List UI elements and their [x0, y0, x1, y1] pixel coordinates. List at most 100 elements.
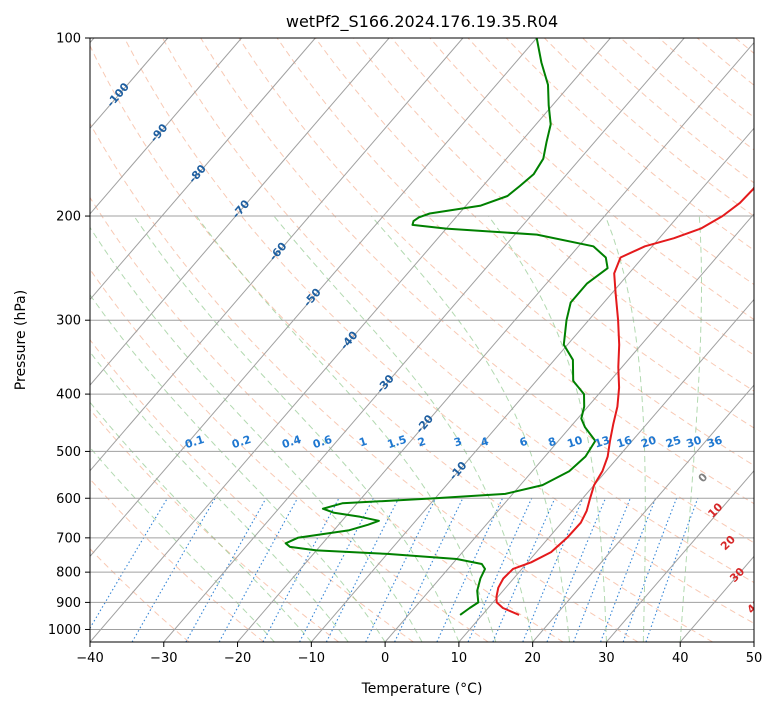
mixing-ratio-line [546, 498, 607, 642]
adiabat-label: 40 [745, 596, 765, 616]
isotherm-line [532, 384, 754, 642]
dry-adiabat [123, 38, 754, 624]
x-tick-label: −10 [298, 651, 325, 666]
dry-adiabat [90, 122, 639, 642]
y-axis: 100 200 300 400 500 600 700 800 900 1000 [48, 32, 90, 638]
x-tick-label: −30 [150, 651, 177, 666]
mixing-ratio-label: 4 [479, 435, 491, 450]
mixing-ratio-line [645, 498, 699, 642]
x-tick-label: −20 [224, 651, 251, 666]
mixing-ratio-label: 0.4 [280, 433, 303, 451]
dry-adiabat [162, 38, 754, 584]
mixing-ratio-line [365, 498, 437, 642]
mixing-ratio-label: 8 [546, 435, 557, 450]
background-lines [90, 38, 754, 642]
x-tick-label: −40 [76, 651, 103, 666]
isotherm-line [90, 38, 464, 472]
x-axis-title: Temperature (°C) [361, 681, 483, 697]
y-tick-label: 400 [56, 388, 81, 403]
dry-adiabat [90, 268, 489, 642]
dewpoint-profile [284, 38, 609, 616]
isotherm-line [237, 41, 754, 642]
moist-adiabat [679, 215, 702, 642]
moist-adiabat [195, 215, 497, 642]
moist-adiabat [90, 446, 275, 642]
mixing-ratio-label: 25 [664, 434, 683, 451]
y-tick-label: 500 [56, 445, 81, 460]
mixing-ratio-line [467, 498, 533, 642]
mixing-ratio-line [218, 498, 298, 642]
mixing-ratio-line [522, 498, 584, 642]
y-tick-label: 200 [56, 210, 81, 225]
y-tick-label: 1000 [48, 623, 81, 638]
dry-adiabat [391, 38, 754, 356]
mixing-ratio-label: 6 [518, 435, 530, 450]
dry-adiabat [353, 38, 754, 392]
dry-adiabat [238, 38, 754, 505]
y-tick-label: 700 [56, 531, 81, 546]
mixing-ratio-label: 20 [639, 433, 658, 450]
mixing-ratio-label: 10 [566, 433, 585, 450]
mixing-ratio-line [299, 498, 374, 642]
isotherm-line [384, 213, 754, 642]
isotherm-line [606, 469, 754, 642]
mixing-ratio-label: 36 [705, 433, 724, 450]
temperature-profile [495, 185, 754, 616]
moist-adiabat [90, 293, 386, 642]
mixing-ratio-label: 0.6 [311, 433, 334, 451]
mixing-ratio-line [622, 498, 678, 642]
mixing-ratio-label: 1 [357, 435, 368, 450]
mixing-ratio-label: 16 [615, 433, 634, 450]
x-tick-label: 50 [746, 651, 763, 666]
x-tick-label: 40 [672, 651, 689, 666]
mixing-ratio-line [262, 498, 340, 642]
mixing-ratio-line [436, 498, 503, 642]
dry-adiabat [90, 548, 190, 642]
isotherm-line [90, 38, 611, 642]
isotherm-line [90, 38, 538, 558]
x-tick-label: 20 [524, 651, 541, 666]
mixing-ratio-line [492, 498, 556, 642]
mixing-ratio-line [394, 498, 464, 642]
mixing-ratio-line [572, 498, 631, 642]
isotherm-line [90, 38, 242, 215]
y-tick-label: 800 [56, 566, 81, 581]
dry-adiabat [276, 38, 754, 467]
moist-adiabat [488, 215, 607, 642]
x-axis: −40 −30 −20 −10 0 10 20 30 40 50 [76, 642, 762, 666]
dry-adiabat [314, 38, 754, 429]
mixing-ratio-label: 3 [452, 435, 463, 450]
mixing-ratio-label: 30 [685, 433, 704, 450]
isotherm-line [90, 38, 316, 301]
x-tick-label: 0 [381, 651, 389, 666]
y-tick-label: 300 [56, 314, 81, 329]
mixing-ratio-label: 0.2 [230, 433, 253, 451]
x-tick-label: 30 [598, 651, 615, 666]
mixing-ratio-line [600, 498, 657, 642]
isotherm-line [163, 38, 685, 642]
isotherm-line [310, 127, 754, 642]
moist-adiabat [273, 215, 534, 642]
mixing-ratio-label: 1.5 [386, 433, 409, 451]
mixing-ratio-line [90, 498, 168, 630]
y-tick-label: 900 [56, 596, 81, 611]
y-tick-label: 600 [56, 492, 81, 507]
mixing-ratio-label: 2 [416, 435, 427, 450]
isotherm-line [90, 38, 390, 386]
mixing-ratio-label: 13 [593, 434, 612, 451]
x-tick-label: 10 [451, 651, 468, 666]
isotherm-line [458, 298, 754, 642]
dry-adiabat [90, 196, 564, 642]
y-tick-label: 100 [56, 32, 81, 47]
plot-frame [89, 37, 755, 643]
moist-adiabat [90, 226, 423, 642]
y-axis-title: Pressure (hPa) [13, 290, 29, 390]
moist-adiabat [370, 215, 571, 642]
mixing-ratio-line [325, 498, 400, 642]
dry-adiabat [200, 38, 754, 544]
moist-adiabat [133, 215, 460, 642]
chart-title: wetPf2_S166.2024.176.19.35.R04 [286, 12, 558, 32]
mixing-ratio-label: 0.1 [183, 433, 206, 451]
moist-adiabat [90, 401, 312, 642]
